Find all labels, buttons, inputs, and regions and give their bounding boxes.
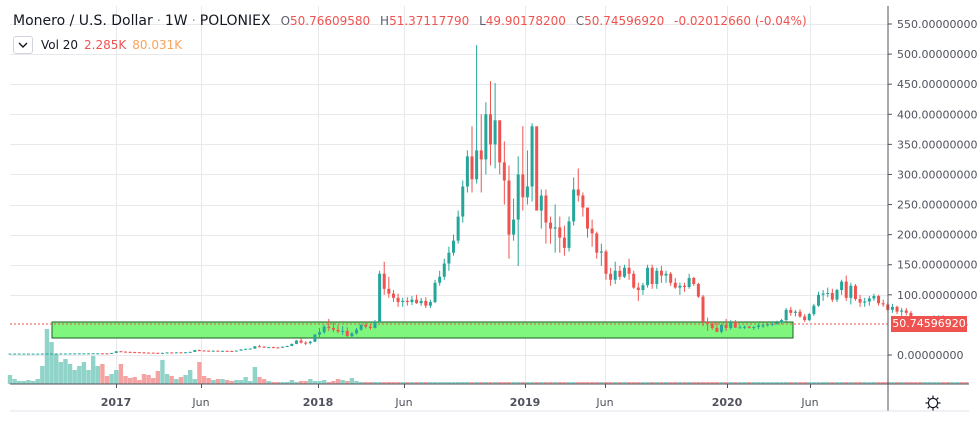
time-tick-label: Jun xyxy=(595,396,613,409)
collapse-legend-button[interactable] xyxy=(13,36,33,54)
symbol-legend: Monero / U.S. Dollar · 1W · POLONIEX O50… xyxy=(13,13,813,29)
price-tick-label: 100.00000000 xyxy=(897,289,977,302)
volume-bars xyxy=(7,329,969,384)
time-tick-label: 2017 xyxy=(101,396,132,409)
symbol-name[interactable]: Monero / U.S. Dollar xyxy=(13,13,153,29)
price-tick-label: 350.00000000 xyxy=(897,138,977,151)
ohlc-values: O50.76609580 H51.37117790 L49.90178200 C… xyxy=(281,14,813,28)
current-price-label: 50.74596920 xyxy=(891,316,967,332)
close-label: C xyxy=(575,14,585,28)
price-tick-label: 400.00000000 xyxy=(897,108,977,121)
exchange: POLONIEX xyxy=(199,13,271,29)
price-tick-label: 550.00000000 xyxy=(897,18,977,31)
support-zone-rectangle[interactable] xyxy=(51,321,794,339)
price-tick-label: 0.00000000 xyxy=(897,349,963,362)
change-value: -0.02012660 (-0.04%) xyxy=(674,14,807,28)
time-tick-label: 2020 xyxy=(712,396,743,409)
time-tick-label: Jun xyxy=(394,396,412,409)
close-value: 50.74596920 xyxy=(584,14,665,28)
chart-grid xyxy=(10,6,888,384)
high-value: 51.37117790 xyxy=(389,14,470,28)
open-value: 50.76609580 xyxy=(290,14,371,28)
interval: 1W xyxy=(164,13,188,29)
low-label: L xyxy=(479,14,486,28)
candlestick-series xyxy=(8,45,968,355)
price-axis[interactable]: 550.00000000 500.00000000 450.00000000 400.… xyxy=(888,18,977,362)
time-tick-label: Jun xyxy=(191,396,209,409)
separator: · xyxy=(156,14,161,29)
chevron-down-icon xyxy=(18,42,28,48)
volume-indicator-name[interactable]: Vol 20 xyxy=(41,38,79,52)
separator: · xyxy=(191,14,196,29)
price-tick-label: 200.00000000 xyxy=(897,229,977,242)
price-tick-label: 300.00000000 xyxy=(897,168,977,181)
price-tick-label: 150.00000000 xyxy=(897,259,977,272)
settings-button[interactable] xyxy=(924,394,942,412)
gear-icon xyxy=(925,395,941,411)
volume-legend: Vol 20 2.285K 80.031K xyxy=(13,36,182,54)
high-label: H xyxy=(380,14,390,28)
time-tick-label: Jun xyxy=(800,396,818,409)
time-tick-label: 2018 xyxy=(303,396,334,409)
low-value: 49.90178200 xyxy=(485,14,566,28)
price-tick-label: 250.00000000 xyxy=(897,199,977,212)
volume-ma-value: 80.031K xyxy=(132,38,183,52)
price-tick-label: 500.00000000 xyxy=(897,48,977,61)
time-axis[interactable]: 2017 Jun 2018 Jun 2019 Jun 2020 Jun xyxy=(101,384,819,409)
volume-value: 2.285K xyxy=(84,38,127,52)
time-tick-label: 2019 xyxy=(510,396,541,409)
open-label: O xyxy=(280,14,291,28)
price-tick-label: 450.00000000 xyxy=(897,78,977,91)
